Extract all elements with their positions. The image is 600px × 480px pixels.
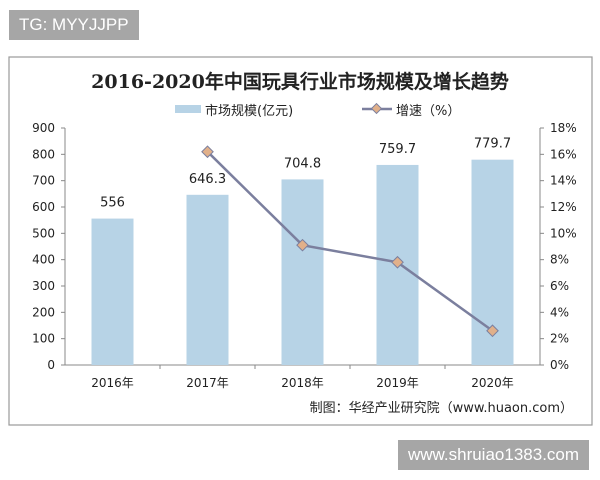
- growth-point: [391, 255, 404, 269]
- y-left-tick-label: 0: [47, 358, 55, 372]
- x-tick-label: 2016年: [91, 376, 134, 390]
- legend-marker: [370, 102, 383, 115]
- y-right-tick-label: 12%: [550, 200, 577, 214]
- y-right-tick-label: 14%: [550, 174, 577, 188]
- legend: 市场规模(亿元) 增速（%）: [175, 102, 460, 119]
- y-right-tick-label: 10%: [550, 226, 577, 240]
- bar-data-label: 779.7: [474, 137, 511, 152]
- bar-data-label: 646.3: [189, 172, 226, 187]
- x-tick-label: 2019年: [376, 376, 419, 390]
- growth-point: [201, 145, 214, 159]
- y-left-tick-label: 400: [32, 253, 55, 267]
- x-tick-label: 2017年: [186, 376, 229, 390]
- y-right-tick-label: 8%: [550, 253, 569, 267]
- growth-point: [296, 238, 309, 252]
- x-tick-label: 2020年: [471, 376, 514, 390]
- y-left-tick-label: 500: [32, 226, 55, 240]
- bar-data-label: 759.7: [379, 142, 416, 157]
- bar-2018年: [281, 179, 324, 365]
- bar-data-label: 556: [100, 196, 125, 211]
- y-right-tick-label: 4%: [550, 305, 569, 319]
- bar-data-label: 704.8: [284, 156, 321, 171]
- y-left-tick-label: 700: [32, 174, 55, 188]
- watermark-top: TG: MYYJJPP: [9, 10, 139, 40]
- legend-bar-swatch: [175, 105, 201, 113]
- y-right-tick-label: 18%: [550, 121, 577, 135]
- y-right-tick-label: 2%: [550, 332, 569, 346]
- y-right-tick-label: 0%: [550, 358, 569, 372]
- y-left-tick-label: 800: [32, 147, 55, 161]
- y-left-tick-label: 600: [32, 200, 55, 214]
- x-tick-label: 2018年: [281, 376, 324, 390]
- growth-point: [486, 324, 499, 338]
- y-left-tick-label: 100: [32, 332, 55, 346]
- y-right-tick-label: 6%: [550, 279, 569, 293]
- y-right-tick-label: 16%: [550, 147, 577, 161]
- y-left-tick-label: 300: [32, 279, 55, 293]
- watermark-bottom: www.shruiao1383.com: [398, 440, 590, 470]
- y-left-tick-label: 900: [32, 121, 55, 135]
- legend-line-label: 增速（%）: [396, 104, 460, 119]
- chart-title: 2016-2020年中国玩具行业市场规模及增长趋势: [91, 70, 509, 93]
- bar-2016年: [91, 218, 134, 365]
- y-left-tick-label: 200: [32, 305, 55, 319]
- source-note: 制图：华经产业研究院（www.huaon.com）: [310, 401, 573, 416]
- legend-bar-label: 市场规模(亿元): [205, 103, 293, 119]
- growth-line: [206, 150, 494, 332]
- bar-2017年: [186, 194, 229, 365]
